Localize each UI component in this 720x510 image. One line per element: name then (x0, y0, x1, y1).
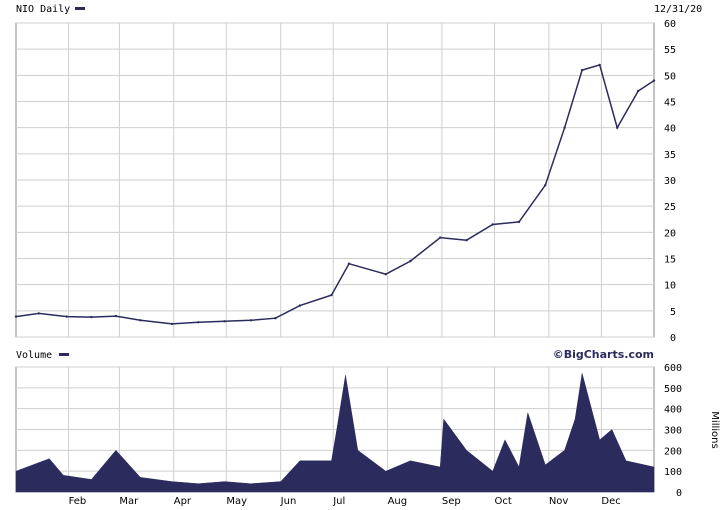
x-tick-label: May (226, 496, 247, 507)
x-tick-label: Mar (119, 496, 139, 507)
x-tick-label: Oct (495, 496, 512, 507)
price-point (598, 63, 601, 67)
price-y-tick-label: 10 (664, 281, 676, 292)
price-point (517, 220, 521, 224)
price-point (90, 315, 93, 319)
price-point (580, 68, 584, 72)
price-y-tick-label: 20 (664, 228, 676, 239)
x-tick-label: Jul (332, 496, 345, 507)
price-point (65, 315, 69, 318)
volume-legend-swatch (59, 353, 69, 356)
price-point (223, 320, 226, 323)
volume-y-tick-labels: 0 100 200 300 400 500 600 (664, 363, 682, 499)
price-point (616, 126, 619, 129)
price-y-tick-label: 15 (664, 255, 676, 266)
volume-y-tick-label: 200 (664, 446, 682, 457)
x-tick-label: Aug (388, 496, 408, 507)
price-point (439, 236, 442, 239)
price-y-tick-label: 5 (670, 307, 676, 318)
price-y-tick-label: 35 (664, 150, 676, 161)
price-point (37, 312, 40, 315)
price-y-tick-label: 45 (664, 98, 676, 109)
price-point (652, 79, 656, 82)
price-point (274, 317, 277, 320)
chart-date-label: 12/31/20 (654, 4, 702, 15)
price-y-tick-label: 30 (664, 176, 676, 187)
brand-label: ©BigCharts.com (553, 348, 654, 361)
price-y-tick-label: 60 (664, 19, 676, 30)
price-y-tick-label: 0 (670, 333, 676, 344)
price-point (347, 262, 351, 265)
volume-series-area (15, 373, 655, 493)
x-tick-label: Dec (601, 496, 620, 507)
price-y-tick-labels: 0 5 10 15 20 25 30 35 40 45 50 55 60 (664, 19, 676, 344)
price-point (409, 259, 412, 263)
price-y-tick-label: 50 (664, 71, 676, 82)
x-axis-tick-labels: Feb Mar Apr May Jun Jul Aug Sep Oct Nov Dec (69, 496, 621, 507)
price-point (298, 304, 302, 307)
price-point (491, 223, 494, 226)
x-tick-label: Nov (549, 496, 569, 507)
x-tick-label: Feb (69, 496, 87, 507)
volume-y-tick-label: 400 (664, 405, 682, 416)
price-point (330, 293, 333, 297)
volume-y-tick-label: 0 (676, 488, 682, 499)
price-point (139, 319, 142, 322)
volume-y-tick-label: 300 (664, 426, 682, 437)
price-point (170, 322, 174, 326)
price-point (197, 321, 200, 324)
price-chart-title: NIO Daily (16, 4, 70, 15)
x-tick-label: Apr (174, 496, 192, 507)
price-legend-swatch (75, 7, 85, 10)
price-y-tick-label: 55 (664, 45, 676, 56)
x-tick-label: Jun (280, 496, 297, 507)
volume-panel-title: Volume (16, 350, 52, 361)
price-point (249, 319, 253, 322)
price-point (114, 314, 118, 318)
price-point (465, 239, 468, 242)
volume-y-tick-label: 500 (664, 384, 682, 395)
price-y-tick-label: 40 (664, 124, 676, 135)
price-point (563, 126, 566, 129)
price-point (544, 184, 547, 187)
volume-axis-label: Millions (709, 411, 720, 448)
price-point (14, 315, 18, 318)
volume-y-tick-label: 100 (664, 467, 682, 478)
price-point (637, 89, 640, 93)
price-y-tick-label: 25 (664, 202, 676, 213)
x-tick-label: Sep (442, 496, 461, 507)
price-point (384, 273, 387, 276)
volume-y-tick-label: 600 (664, 363, 682, 374)
